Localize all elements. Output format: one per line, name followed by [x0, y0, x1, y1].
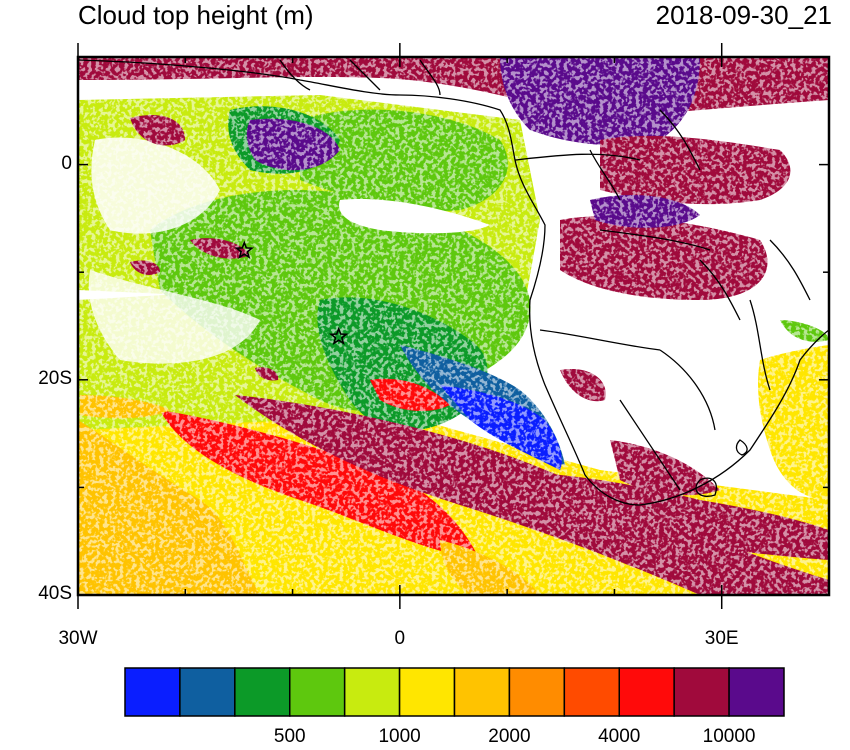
- colorbar-swatch: [124, 667, 181, 717]
- colorbar-swatch: [728, 667, 785, 717]
- x-tick-label: 30W: [58, 628, 98, 649]
- cloud-field: [78, 57, 829, 595]
- y-tick-label: 0: [61, 152, 72, 174]
- colorbar-swatch: [234, 667, 291, 717]
- colorbar: [124, 667, 785, 717]
- colorbar-swatch: [453, 667, 511, 717]
- land-outlines: [78, 59, 829, 506]
- colorbar-swatch: [673, 667, 730, 717]
- colorbar-label: 500: [273, 726, 306, 747]
- colorbar-label: 2000: [488, 726, 531, 747]
- colorbar-swatch: [563, 667, 620, 717]
- y-tick-label: 40S: [38, 583, 72, 604]
- marker-layer: [234, 240, 349, 345]
- plot-datetime: 2018-09-30_21: [655, 0, 832, 30]
- colorbar-label: 10000: [702, 726, 756, 747]
- colorbar-label: 1000: [378, 726, 421, 747]
- tick-marks: [77, 43, 830, 609]
- colorbar-swatch: [508, 667, 566, 717]
- colorbar-label: 4000: [598, 726, 641, 747]
- y-tick-label: 20S: [38, 367, 72, 389]
- star-marker-north-icon: [234, 240, 255, 260]
- x-tick-label: 30E: [704, 628, 739, 649]
- colorbar-swatch: [618, 667, 675, 717]
- x-tick-label: 0: [394, 628, 406, 649]
- plot-title: Cloud top height (m): [78, 0, 314, 30]
- colorbar-swatch: [179, 667, 236, 717]
- colorbar-swatch: [398, 667, 456, 717]
- colorbar-swatch: [289, 667, 346, 717]
- colorbar-swatch: [343, 667, 401, 717]
- plot-frame: [76, 55, 831, 597]
- star-marker-south-icon: [328, 326, 349, 345]
